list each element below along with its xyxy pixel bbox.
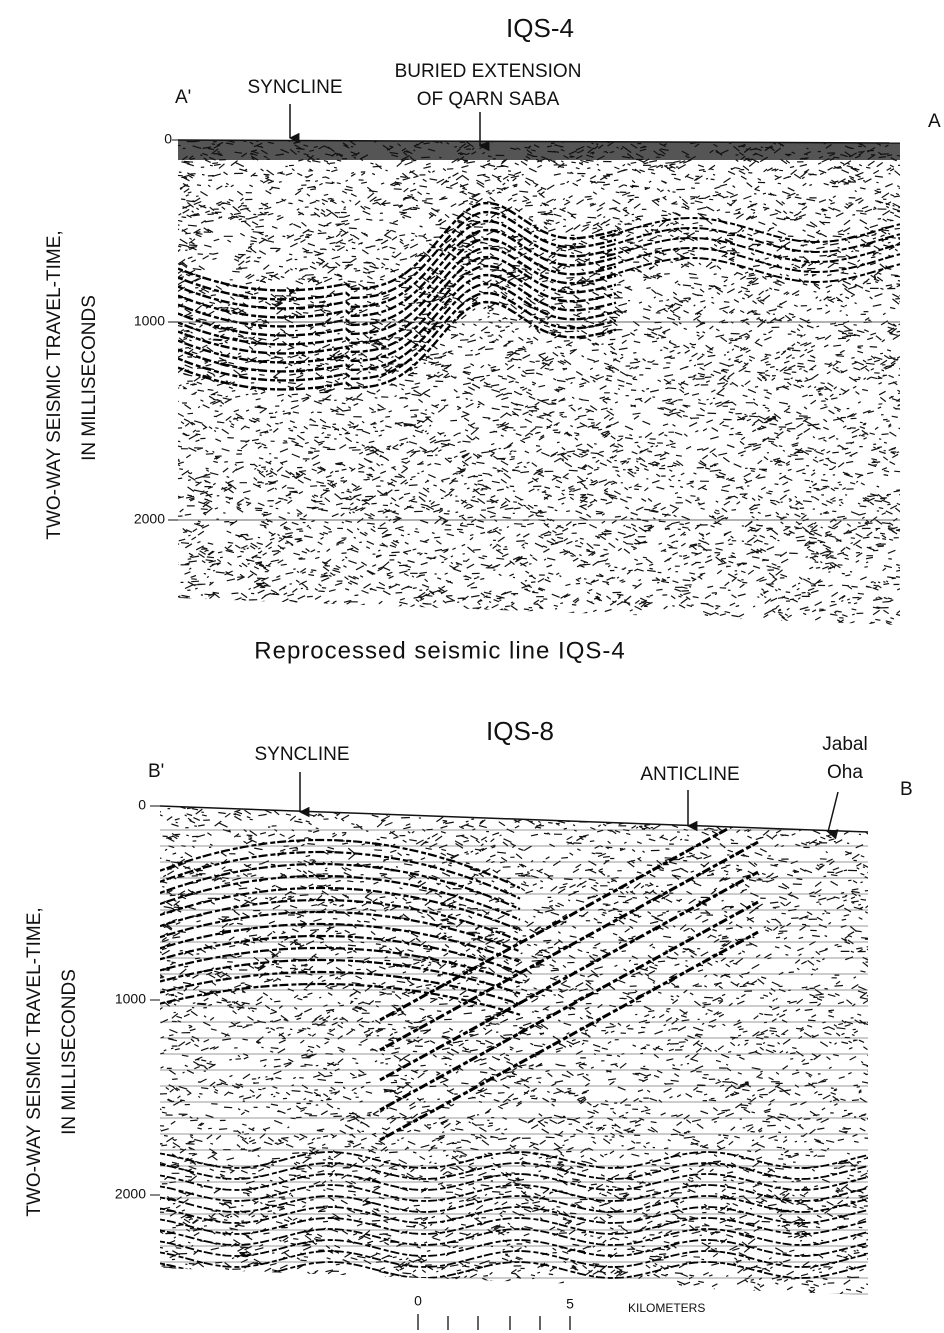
texture [599, 226, 900, 254]
texture [379, 930, 759, 1142]
texture [178, 219, 617, 310]
texture [178, 228, 617, 319]
texture [160, 862, 521, 911]
texture [599, 256, 900, 284]
texture [599, 216, 900, 244]
annotation: Jabal [822, 734, 867, 755]
texture [160, 1261, 868, 1279]
annotation: ANTICLINE [640, 764, 739, 785]
texture [178, 282, 617, 373]
texture [178, 300, 617, 391]
texture [178, 291, 617, 382]
texture [178, 140, 900, 625]
annotation: BURIED EXTENSION [395, 61, 582, 82]
texture [160, 934, 521, 974]
texture [379, 900, 759, 1112]
texture [160, 850, 521, 900]
axis-label: IN MILLISECONDS [79, 295, 100, 461]
section-top [177, 139, 901, 144]
texture [160, 970, 521, 1006]
texture [160, 958, 521, 995]
texture [178, 264, 617, 355]
texture [178, 246, 617, 337]
texture [160, 898, 521, 942]
texture [599, 236, 900, 264]
end-label: A [928, 111, 941, 132]
texture [160, 1250, 868, 1268]
texture [178, 140, 900, 160]
annotation: SYNCLINE [254, 744, 349, 765]
arrow [826, 791, 839, 840]
texture [160, 1239, 868, 1257]
texture [160, 1173, 868, 1191]
axis-label: TWO-WAY SEISMIC TRAVEL-TIME, [24, 907, 45, 1216]
texture [160, 982, 521, 1016]
axis-label: TWO-WAY SEISMIC TRAVEL-TIME, [44, 230, 65, 539]
texture [160, 922, 521, 963]
end-label: A' [175, 87, 191, 108]
scale-label: 0 [414, 1293, 422, 1309]
texture [160, 1151, 868, 1169]
axis-label: IN MILLISECONDS [59, 969, 80, 1135]
texture [160, 1206, 868, 1224]
texture [379, 810, 759, 1022]
texture [160, 1195, 868, 1213]
texture [379, 870, 759, 1082]
scale-bar [417, 1314, 571, 1330]
panel-title: IQS-8 [486, 716, 554, 746]
scale-unit: KILOMETERS [628, 1301, 705, 1315]
panel-title: IQS-4 [506, 13, 574, 43]
texture [178, 210, 617, 301]
seismic-section-1 [178, 140, 900, 625]
tick-label: 2000 [134, 511, 165, 527]
tick-label: 0 [164, 131, 172, 147]
texture [160, 1184, 868, 1202]
section-top [159, 805, 869, 833]
texture [160, 910, 521, 953]
texture [599, 246, 900, 274]
caption: Reprocessed seismic line IQS-4 [254, 637, 625, 664]
texture [160, 886, 521, 932]
annotation: SYNCLINE [247, 77, 342, 98]
texture [178, 255, 617, 346]
end-label: B' [148, 761, 164, 782]
annotation: OF QARN SABA [417, 89, 560, 110]
tick-label: 1000 [134, 313, 165, 329]
texture [178, 237, 617, 328]
texture [160, 838, 521, 889]
texture [160, 1217, 868, 1235]
texture [178, 201, 617, 292]
tick-label: 0 [138, 797, 146, 813]
texture [160, 1228, 868, 1246]
texture [379, 840, 759, 1052]
texture [160, 946, 521, 985]
seismic-section-2 [160, 806, 868, 1295]
tick-label: 1000 [115, 991, 146, 1007]
texture [160, 874, 521, 921]
texture [160, 806, 868, 1295]
texture [160, 1162, 868, 1180]
tick-label: 2000 [115, 1186, 146, 1202]
end-label: B [900, 779, 913, 800]
annotation: Oha [827, 762, 863, 783]
texture [178, 273, 617, 364]
scale-label: 5 [566, 1296, 574, 1312]
